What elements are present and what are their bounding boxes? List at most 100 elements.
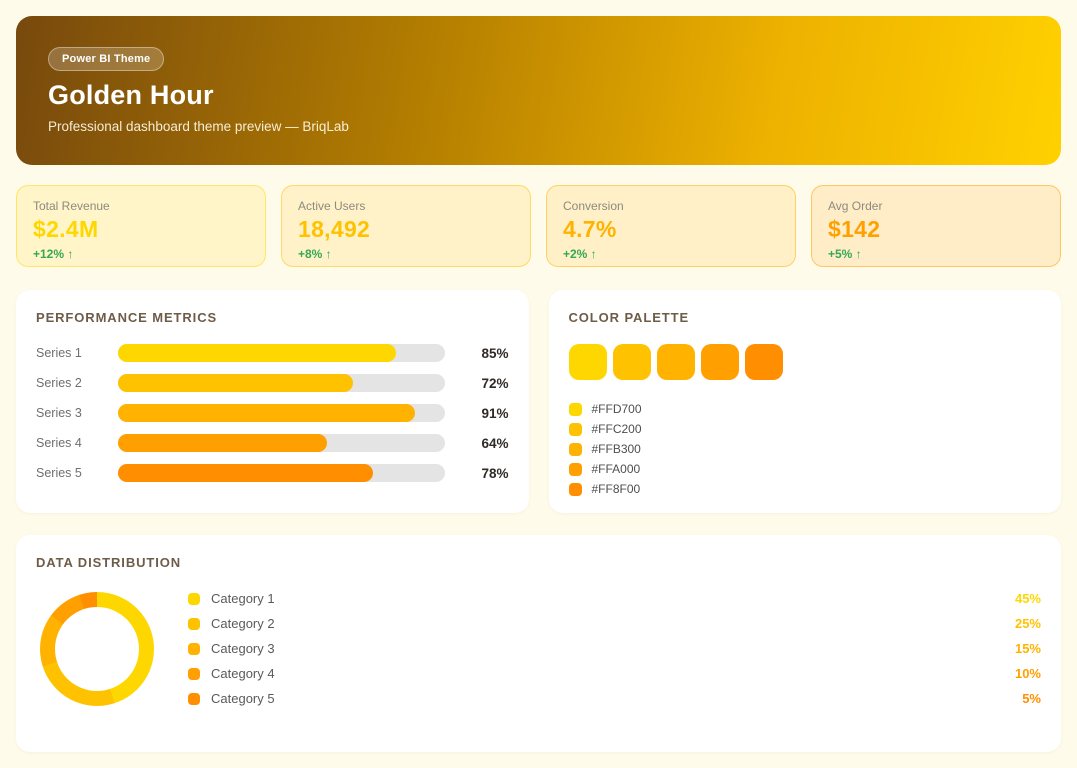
stat-label: Conversion [563, 199, 624, 213]
palette-hex-code: #FFB300 [591, 442, 641, 456]
stat-label: Total Revenue [33, 199, 110, 213]
palette-swatch [568, 344, 607, 380]
metric-label: Series 2 [36, 376, 82, 390]
metric-row: Series 1 85% [36, 338, 509, 368]
stat-cards-row: Total Revenue $2.4M +12% ↑ Active Users … [16, 185, 1061, 267]
color-palette-panel: COLOR PALETTE #FFD700 #FFC200 [548, 290, 1061, 513]
stat-label: Active Users [298, 199, 366, 213]
stat-label: Avg Order [828, 199, 883, 213]
bar-track [118, 344, 445, 362]
theme-header-banner: Power BI Theme Golden Hour Professional … [16, 16, 1061, 165]
panel-title: DATA DISTRIBUTION [36, 555, 182, 570]
legend-label: Category 1 [211, 591, 275, 606]
stat-card-total-revenue: Total Revenue $2.4M +12% ↑ [16, 185, 266, 267]
legend-swatch [188, 642, 200, 655]
bar-fill [118, 434, 327, 452]
palette-mini-swatch [568, 402, 582, 416]
metric-value: 72% [481, 375, 509, 391]
theme-badge: Power BI Theme [48, 47, 165, 71]
bar-track [118, 434, 445, 452]
stat-value: $2.4M [33, 216, 99, 242]
legend-item: Category 4 10% [188, 661, 1041, 686]
stat-value: $142 [828, 216, 881, 242]
legend-label: Category 2 [211, 616, 275, 631]
metric-row: Series 2 72% [36, 368, 509, 398]
metric-label: Series 5 [36, 466, 82, 480]
legend-item: Category 1 45% [188, 586, 1041, 611]
metric-label: Series 1 [36, 346, 82, 360]
page-subtitle: Professional dashboard theme preview — B… [48, 119, 349, 134]
stat-card-active-users: Active Users 18,492 +8% ↑ [281, 185, 531, 267]
stat-change: +8% ↑ [298, 247, 332, 261]
legend-label: Category 5 [211, 691, 275, 706]
legend-swatch [188, 667, 200, 680]
bar-track [118, 374, 445, 392]
palette-hex-row: #FFC200 [568, 419, 1042, 439]
legend-item: Category 5 5% [188, 686, 1041, 711]
data-distribution-panel: DATA DISTRIBUTION Category 1 45% Categor… [16, 535, 1061, 752]
metric-bar-chart: Series 1 85% Series 2 72% Series 3 91% S… [36, 338, 509, 488]
palette-hex-row: #FFD700 [568, 399, 1042, 419]
metric-value: 85% [481, 345, 509, 361]
palette-swatch [700, 344, 739, 380]
stat-change: +12% ↑ [33, 247, 74, 261]
bar-fill [118, 464, 373, 482]
performance-metrics-panel: PERFORMANCE METRICS Series 1 85% Series … [16, 290, 529, 513]
palette-mini-swatch [568, 422, 582, 436]
stat-card-conversion: Conversion 4.7% +2% ↑ [546, 185, 796, 267]
donut-legend: Category 1 45% Category 2 25% Category 3… [188, 586, 1041, 711]
metric-value: 91% [481, 405, 509, 421]
legend-label: Category 3 [211, 641, 275, 656]
metric-label: Series 3 [36, 406, 82, 420]
metric-label: Series 4 [36, 436, 82, 450]
legend-swatch [188, 692, 200, 705]
palette-hex-code: #FFA000 [591, 462, 641, 476]
palette-hex-code: #FF8F00 [591, 482, 641, 496]
legend-percent: 10% [1014, 666, 1041, 681]
palette-hex-code: #FFD700 [591, 402, 642, 416]
legend-label: Category 4 [211, 666, 275, 681]
distribution-content: Category 1 45% Category 2 25% Category 3… [36, 586, 1041, 711]
metric-row: Series 5 78% [36, 458, 509, 488]
stat-card-avg-order: Avg Order $142 +5% ↑ [811, 185, 1061, 267]
legend-percent: 5% [1022, 691, 1041, 706]
donut-hole [55, 606, 139, 691]
metric-row: Series 4 64% [36, 428, 509, 458]
stat-change: +2% ↑ [563, 247, 597, 261]
stat-value: 18,492 [298, 216, 371, 242]
stat-value: 4.7% [563, 216, 617, 242]
donut-chart [40, 591, 154, 706]
legend-percent: 25% [1014, 616, 1041, 631]
page-title: Golden Hour [48, 80, 214, 110]
legend-percent: 15% [1014, 641, 1041, 656]
palette-mini-swatch [568, 442, 582, 456]
palette-mini-swatch [568, 482, 582, 496]
palette-hex-row: #FFA000 [568, 459, 1042, 479]
legend-swatch [188, 617, 200, 630]
palette-swatch [656, 344, 695, 380]
palette-swatch-row [568, 344, 1042, 380]
legend-item: Category 3 15% [188, 636, 1041, 661]
panel-title: PERFORMANCE METRICS [36, 310, 218, 325]
palette-hex-list: #FFD700 #FFC200 #FFB300 #FFA000 #FF8F00 [568, 399, 1042, 499]
panel-title: COLOR PALETTE [568, 310, 690, 325]
palette-hex-code: #FFC200 [591, 422, 642, 436]
palette-mini-swatch [568, 462, 582, 476]
stat-change: +5% ↑ [828, 247, 862, 261]
metric-row: Series 3 91% [36, 398, 509, 428]
palette-swatch [744, 344, 783, 380]
bar-fill [118, 374, 354, 392]
legend-swatch [188, 592, 200, 605]
bar-track [118, 464, 445, 482]
legend-item: Category 2 25% [188, 611, 1041, 636]
metric-value: 64% [481, 435, 509, 451]
metric-value: 78% [481, 465, 509, 481]
legend-percent: 45% [1014, 591, 1041, 606]
palette-hex-row: #FF8F00 [568, 479, 1042, 499]
bar-fill [118, 344, 396, 362]
bar-track [118, 404, 445, 422]
middle-panels-row: PERFORMANCE METRICS Series 1 85% Series … [16, 290, 1061, 513]
palette-hex-row: #FFB300 [568, 439, 1042, 459]
bar-fill [118, 404, 416, 422]
